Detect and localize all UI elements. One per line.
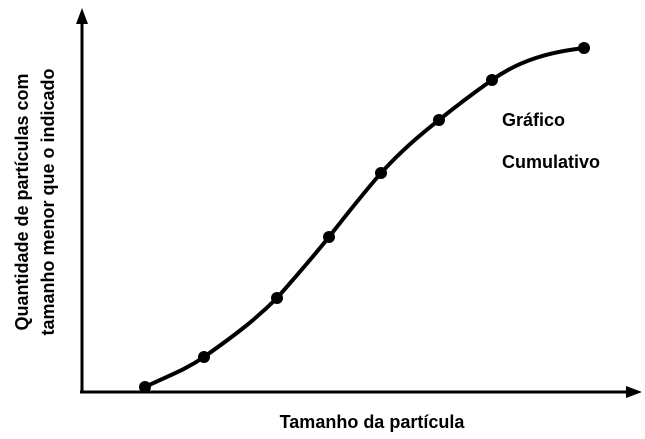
point [486,74,498,86]
point [271,292,283,304]
point [433,114,445,126]
point [323,231,335,243]
point [578,42,590,54]
point [375,167,387,179]
point [139,381,151,393]
annotation: Cumulativo [502,152,600,172]
y-axis-label: tamanho menor que o indicado [38,68,58,335]
cumulative-curve [144,46,585,389]
x-axis-label: Tamanho da partícula [280,412,466,432]
annotation: Gráfico [502,110,565,130]
points [139,42,590,393]
y-axis-label: Quantidade de partículas com [12,73,32,330]
y-axis-arrow [76,8,88,24]
point [198,351,210,363]
x-axis-arrow [626,386,642,398]
